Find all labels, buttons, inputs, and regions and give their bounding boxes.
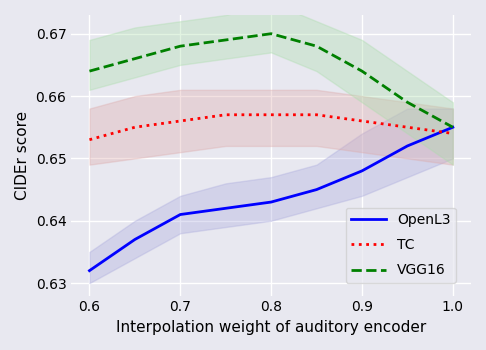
OpenL3 [132, 237, 138, 241]
VGG16 [223, 38, 228, 42]
OpenL3 [268, 200, 274, 204]
OpenL3 [450, 125, 456, 130]
TC [223, 113, 228, 117]
TC [404, 125, 410, 130]
Y-axis label: CIDEr score: CIDEr score [15, 111, 30, 200]
OpenL3 [313, 188, 319, 192]
VGG16 [268, 32, 274, 36]
VGG16 [450, 125, 456, 130]
Line: VGG16: VGG16 [89, 34, 453, 127]
VGG16 [132, 57, 138, 61]
VGG16 [404, 100, 410, 104]
OpenL3 [177, 212, 183, 217]
TC [450, 131, 456, 135]
VGG16 [87, 69, 92, 73]
TC [177, 119, 183, 123]
TC [87, 138, 92, 142]
OpenL3 [87, 268, 92, 273]
OpenL3 [404, 144, 410, 148]
Line: OpenL3: OpenL3 [89, 127, 453, 271]
TC [313, 113, 319, 117]
TC [268, 113, 274, 117]
VGG16 [177, 44, 183, 48]
OpenL3 [359, 169, 365, 173]
Line: TC: TC [89, 115, 453, 140]
Legend: OpenL3, TC, VGG16: OpenL3, TC, VGG16 [346, 208, 456, 283]
VGG16 [313, 44, 319, 48]
VGG16 [359, 69, 365, 73]
TC [359, 119, 365, 123]
TC [132, 125, 138, 130]
X-axis label: Interpolation weight of auditory encoder: Interpolation weight of auditory encoder [116, 320, 426, 335]
OpenL3 [223, 206, 228, 210]
